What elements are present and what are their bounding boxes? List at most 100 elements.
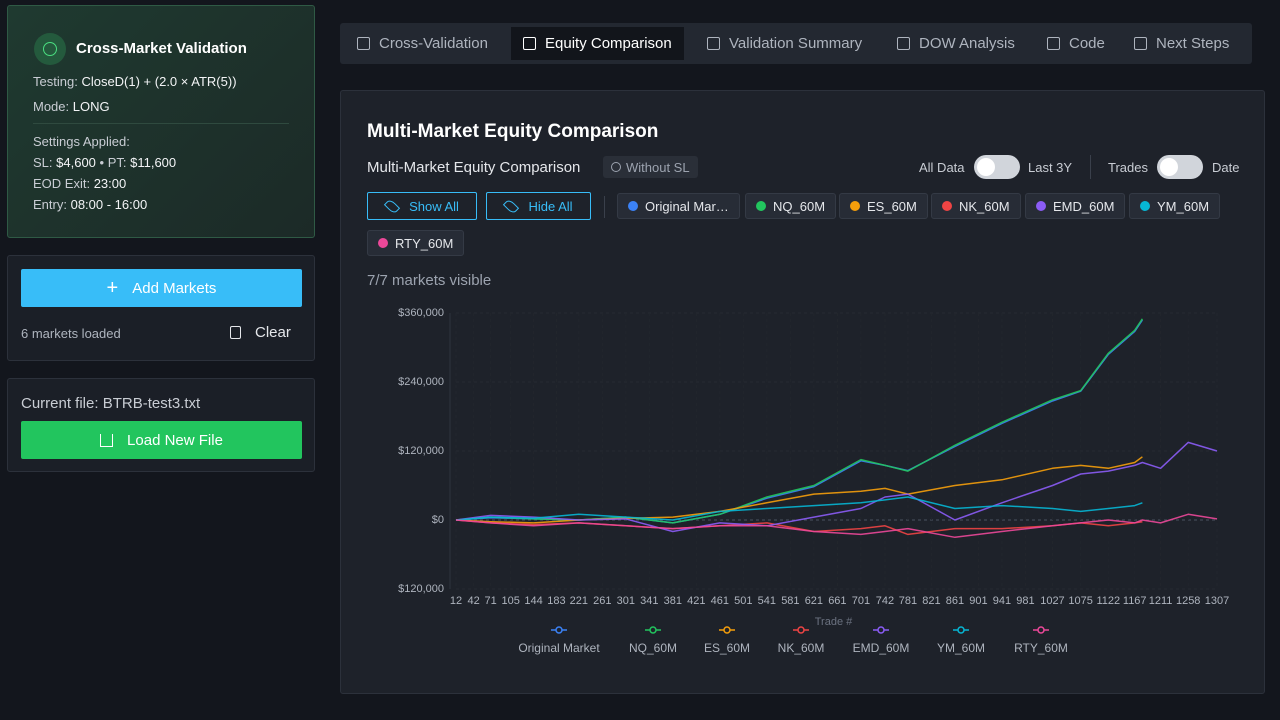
- label: Entry:: [33, 197, 67, 212]
- toggle-label: Last 3Y: [1028, 160, 1073, 175]
- chip-dot: [628, 201, 638, 211]
- series-line: [455, 441, 1218, 533]
- tab[interactable]: DOW Analysis: [885, 27, 1027, 60]
- tab-label: Code: [1069, 35, 1105, 52]
- x-tick-label: 541: [758, 595, 776, 607]
- sl-row: SL: $4,600 • PT: $11,600: [33, 155, 176, 170]
- legend-marker: [649, 626, 657, 634]
- x-tick-label: 621: [805, 595, 823, 607]
- market-chip[interactable]: NQ_60M: [745, 193, 837, 219]
- chip-label: NQ_60M: [773, 198, 826, 214]
- eod-row: EOD Exit: 23:00: [33, 176, 126, 191]
- x-tick-label: 183: [547, 595, 565, 607]
- range-toggle[interactable]: [974, 155, 1020, 179]
- tab[interactable]: Cross-Validation: [345, 27, 500, 60]
- chip-label: Original Market: [645, 198, 729, 214]
- chart-panel: Multi-Market Equity Comparison Multi-Mar…: [340, 90, 1265, 694]
- legend-label: EMD_60M: [853, 641, 910, 655]
- chip-dot: [1140, 201, 1150, 211]
- series-line: [455, 513, 1218, 539]
- validation-card: Cross-Market Validation Testing: CloseD(…: [7, 5, 315, 238]
- chip-dot: [378, 238, 388, 248]
- market-chip[interactable]: NK_60M: [931, 193, 1021, 219]
- x-tick-label: 1027: [1040, 595, 1064, 607]
- chip-dot: [850, 201, 860, 211]
- y-tick-label: $0: [432, 514, 444, 526]
- legend-marker: [877, 626, 885, 634]
- x-tick-label: 821: [922, 595, 940, 607]
- load-file-button[interactable]: Load New File: [21, 421, 302, 459]
- tab[interactable]: Next Steps: [1122, 27, 1241, 60]
- x-tick-label: 1075: [1068, 595, 1092, 607]
- tab[interactable]: Code: [1035, 27, 1117, 60]
- chip-dot: [1036, 201, 1046, 211]
- mode-row: Mode: LONG: [33, 99, 110, 114]
- x-tick-label: 1122: [1096, 595, 1120, 607]
- chip-label: EMD_60M: [1053, 198, 1115, 214]
- hide-all-button[interactable]: Hide All: [486, 192, 591, 220]
- show-all-button[interactable]: Show All: [367, 192, 477, 220]
- tab-label: Validation Summary: [729, 35, 863, 52]
- legend-marker: [555, 626, 563, 634]
- x-tick-label: 1307: [1205, 595, 1229, 607]
- market-chip[interactable]: YM_60M: [1129, 193, 1221, 219]
- x-tick-label: 381: [664, 595, 682, 607]
- chip-label: ES_60M: [867, 198, 917, 214]
- x-tick-label: 261: [593, 595, 611, 607]
- series-line: [455, 319, 1144, 524]
- legend-label: RTY_60M: [1014, 641, 1068, 655]
- x-tick-label: 981: [1016, 595, 1034, 607]
- x-tick-label: 221: [570, 595, 588, 607]
- badge-label: Without SL: [626, 159, 690, 175]
- market-chip[interactable]: RTY_60M: [367, 230, 465, 256]
- y-tick-label: $360,000: [398, 307, 444, 319]
- value: 08:00 - 16:00: [70, 197, 148, 212]
- legend-marker: [723, 626, 731, 634]
- button-label: Add Markets: [132, 279, 217, 297]
- tab[interactable]: Validation Summary: [695, 27, 874, 60]
- x-tick-label: 701: [852, 595, 870, 607]
- legend-label: NK_60M: [778, 641, 825, 655]
- y-tick-label: $120,000: [398, 583, 444, 595]
- x-tick-label: 781: [899, 595, 917, 607]
- chip-dot: [942, 201, 952, 211]
- without-sl-badge: Without SL: [603, 156, 698, 178]
- market-chip[interactable]: Original Market: [617, 193, 740, 219]
- toggle-label: Date: [1212, 160, 1240, 175]
- axis-toggle[interactable]: [1157, 155, 1203, 179]
- x-tick-label: 341: [640, 595, 658, 607]
- equity-chart: $120,000 $0 $120,000 $240,000 $360,000 12 42 71…: [398, 307, 1229, 655]
- toggle-label: Trades: [1108, 160, 1148, 175]
- legend-marker: [957, 626, 965, 634]
- x-tick-label: 941: [993, 595, 1011, 607]
- panel-subtitle: Multi-Market Equity Comparison: [367, 159, 581, 176]
- value: $4,600: [56, 155, 96, 170]
- tab[interactable]: Equity Comparison: [511, 27, 684, 60]
- x-tick-label: 12: [450, 595, 462, 607]
- tab-icon: [897, 37, 910, 50]
- legend-label: ES_60M: [704, 641, 750, 655]
- market-chip[interactable]: ES_60M: [839, 193, 928, 219]
- add-markets-button[interactable]: + Add Markets: [21, 269, 302, 307]
- tab-label: DOW Analysis: [919, 35, 1015, 52]
- tab-label: Next Steps: [1156, 35, 1230, 52]
- clear-button[interactable]: Clear: [230, 324, 291, 341]
- visible-count: 7/7 markets visible: [367, 272, 492, 289]
- toggle-label: All Data: [919, 160, 965, 175]
- x-tick-label: 1258: [1176, 595, 1200, 607]
- x-tick-label: 1167: [1123, 595, 1147, 607]
- x-tick-label: 301: [617, 595, 635, 607]
- settings-title: Settings Applied:: [33, 134, 130, 149]
- button-label: Show All: [409, 198, 459, 214]
- label: SL:: [33, 155, 53, 170]
- legend-marker: [797, 626, 805, 634]
- markets-status: 6 markets loaded: [21, 326, 121, 341]
- market-chip[interactable]: EMD_60M: [1025, 193, 1126, 219]
- y-tick-label: $120,000: [398, 445, 444, 457]
- x-tick-label: 144: [524, 595, 542, 607]
- button-label: Load New File: [127, 431, 223, 449]
- button-label: Clear: [255, 324, 291, 341]
- label: EOD Exit:: [33, 176, 91, 191]
- testing-row: Testing: CloseD(1) + (2.0 × ATR(5)): [33, 74, 237, 89]
- panel-title: Multi-Market Equity Comparison: [367, 121, 659, 142]
